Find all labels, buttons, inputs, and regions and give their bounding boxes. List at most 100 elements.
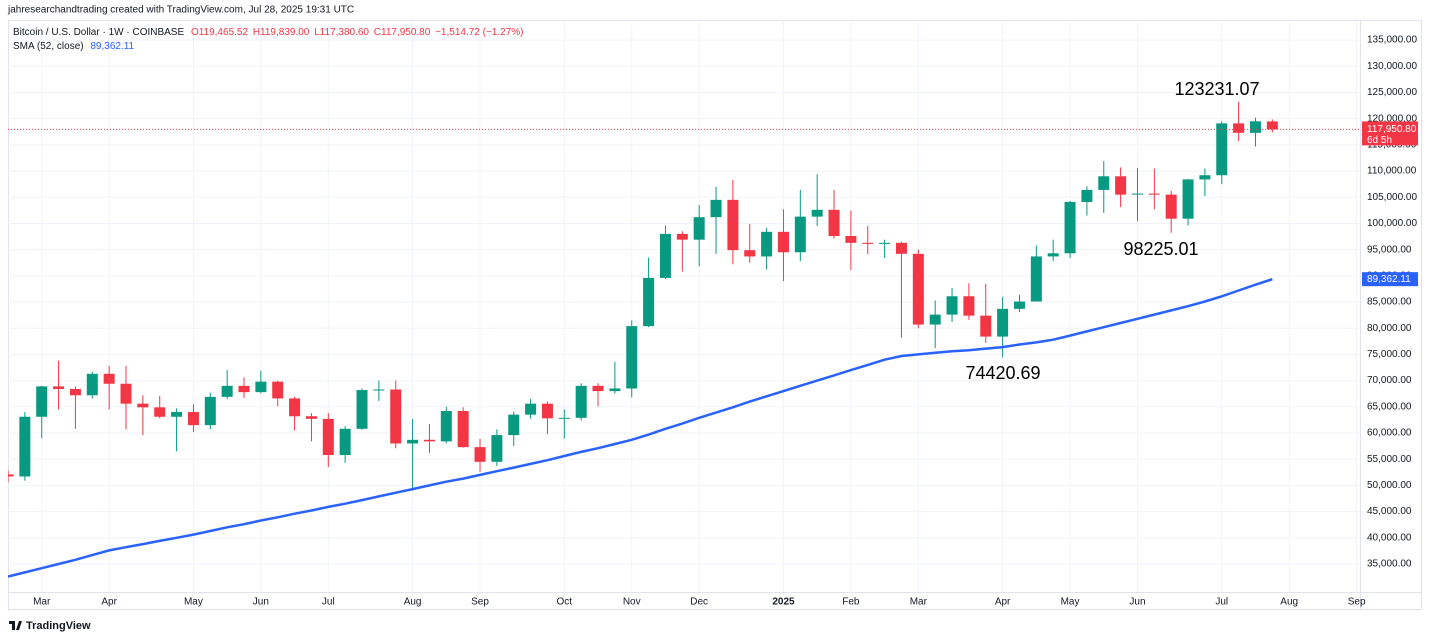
legend-change: −1,514.72 (−1.27%)	[435, 27, 523, 38]
x-tick-label: May	[184, 597, 203, 608]
x-tick-label: Sep	[471, 597, 489, 608]
candle-body	[356, 390, 368, 429]
candle-body	[8, 474, 14, 477]
candle-body	[1165, 194, 1177, 219]
candle-body	[53, 386, 65, 389]
candle-body	[777, 231, 789, 253]
candle-body	[1131, 193, 1143, 195]
candle-body	[895, 242, 907, 254]
y-tick-label: 85,000.00	[1367, 297, 1412, 308]
candle-body	[1081, 189, 1093, 202]
candle-body	[693, 217, 705, 240]
sma-value: 89,362.11	[90, 41, 134, 52]
x-tick-label: Jun	[1129, 597, 1145, 608]
countdown-label: 6d 5h	[1367, 135, 1392, 146]
legend-open: O119,465.52	[191, 27, 249, 38]
candle-body	[36, 386, 48, 417]
x-tick-label: Apr	[101, 597, 117, 608]
footer-logo: TradingView	[9, 620, 91, 632]
candle-body	[609, 388, 621, 392]
frame	[8, 20, 1422, 610]
x-tick-label: Nov	[623, 597, 641, 608]
candle-body	[1098, 176, 1110, 190]
y-tick-label: 35,000.00	[1367, 559, 1412, 570]
y-tick-label: 45,000.00	[1367, 506, 1412, 517]
legend: Bitcoin / U.S. Dollar · 1W · COINBASE O1…	[13, 27, 524, 38]
candle-body	[811, 209, 823, 217]
candle-body	[525, 403, 537, 415]
candle-body	[710, 199, 722, 218]
candle-body	[339, 428, 351, 456]
candle-body	[19, 416, 31, 477]
candle-body	[929, 314, 941, 325]
candle-body	[862, 242, 874, 244]
footer-text: TradingView	[26, 620, 91, 632]
x-tick-label: Oct	[557, 597, 573, 608]
legend-close: C117,950.80	[374, 27, 431, 38]
candle-body	[1266, 121, 1278, 130]
y-tick-label: 60,000.00	[1367, 428, 1412, 439]
candle-body	[761, 231, 773, 257]
candle-body	[1148, 193, 1160, 195]
candle-body	[676, 233, 688, 240]
annotation: 98225.01	[1123, 239, 1198, 259]
candle-body	[1047, 253, 1059, 257]
candle-body	[1013, 301, 1025, 309]
header: jahresearchandtrading created with Tradi…	[7, 5, 354, 16]
candle-body	[1199, 175, 1211, 180]
candle-body	[154, 407, 166, 417]
y-tick-label: 65,000.00	[1367, 401, 1412, 412]
candle-body	[592, 385, 604, 392]
sma-legend: SMA (52, close) 89,362.11	[13, 41, 135, 52]
candle-body	[373, 389, 385, 391]
candle-body	[491, 435, 503, 462]
candle-body	[69, 388, 81, 396]
candle-body	[794, 216, 806, 253]
sma-line	[8, 278, 1273, 578]
x-tick-label: Feb	[842, 597, 860, 608]
x-tick-label: Apr	[995, 597, 1011, 608]
y-tick-label: 55,000.00	[1367, 454, 1412, 465]
legend-high: H119,839.00	[253, 27, 310, 38]
annotation: 74420.69	[965, 363, 1040, 383]
x-tick-label: Mar	[910, 597, 928, 608]
candle-body	[980, 315, 992, 337]
candle-body	[305, 416, 317, 419]
legend-title: Bitcoin / U.S. Dollar · 1W · COINBASE	[13, 27, 184, 38]
x-tick-label: Aug	[404, 597, 422, 608]
x-tick-label: Sep	[1348, 597, 1366, 608]
candle-body	[575, 385, 587, 418]
y-tick-label: 130,000.00	[1367, 61, 1417, 72]
candle-body	[912, 253, 924, 325]
candle-body	[1216, 123, 1228, 176]
candle-body	[1115, 176, 1127, 195]
candle-body	[828, 209, 840, 237]
last-price-label: 117,950.80	[1367, 124, 1417, 135]
candle-body	[1233, 123, 1245, 133]
y-tick-label: 135,000.00	[1367, 35, 1417, 46]
y-tick-label: 75,000.00	[1367, 349, 1412, 360]
x-tick-label: Mar	[33, 597, 51, 608]
candle-body	[322, 418, 334, 456]
candle-body	[1064, 201, 1076, 254]
candle-body	[407, 439, 419, 444]
grid	[8, 20, 1360, 592]
sma-name: SMA (52, close)	[13, 41, 84, 52]
sma-value-label: 89,362.11	[1367, 274, 1411, 285]
candle-body	[558, 417, 570, 419]
y-tick-label: 40,000.00	[1367, 532, 1412, 543]
candle-body	[171, 412, 183, 417]
y-tick-label: 125,000.00	[1367, 87, 1417, 98]
x-tick-label: Dec	[690, 597, 708, 608]
candle-body	[204, 396, 216, 426]
candle-body	[508, 414, 520, 436]
candle-body	[626, 326, 638, 389]
candle-body	[845, 236, 857, 243]
candle-body	[221, 385, 233, 397]
y-tick-label: 120,000.00	[1367, 113, 1417, 124]
candle-body	[659, 233, 671, 278]
candle-body	[997, 308, 1009, 337]
y-tick-label: 70,000.00	[1367, 375, 1412, 386]
